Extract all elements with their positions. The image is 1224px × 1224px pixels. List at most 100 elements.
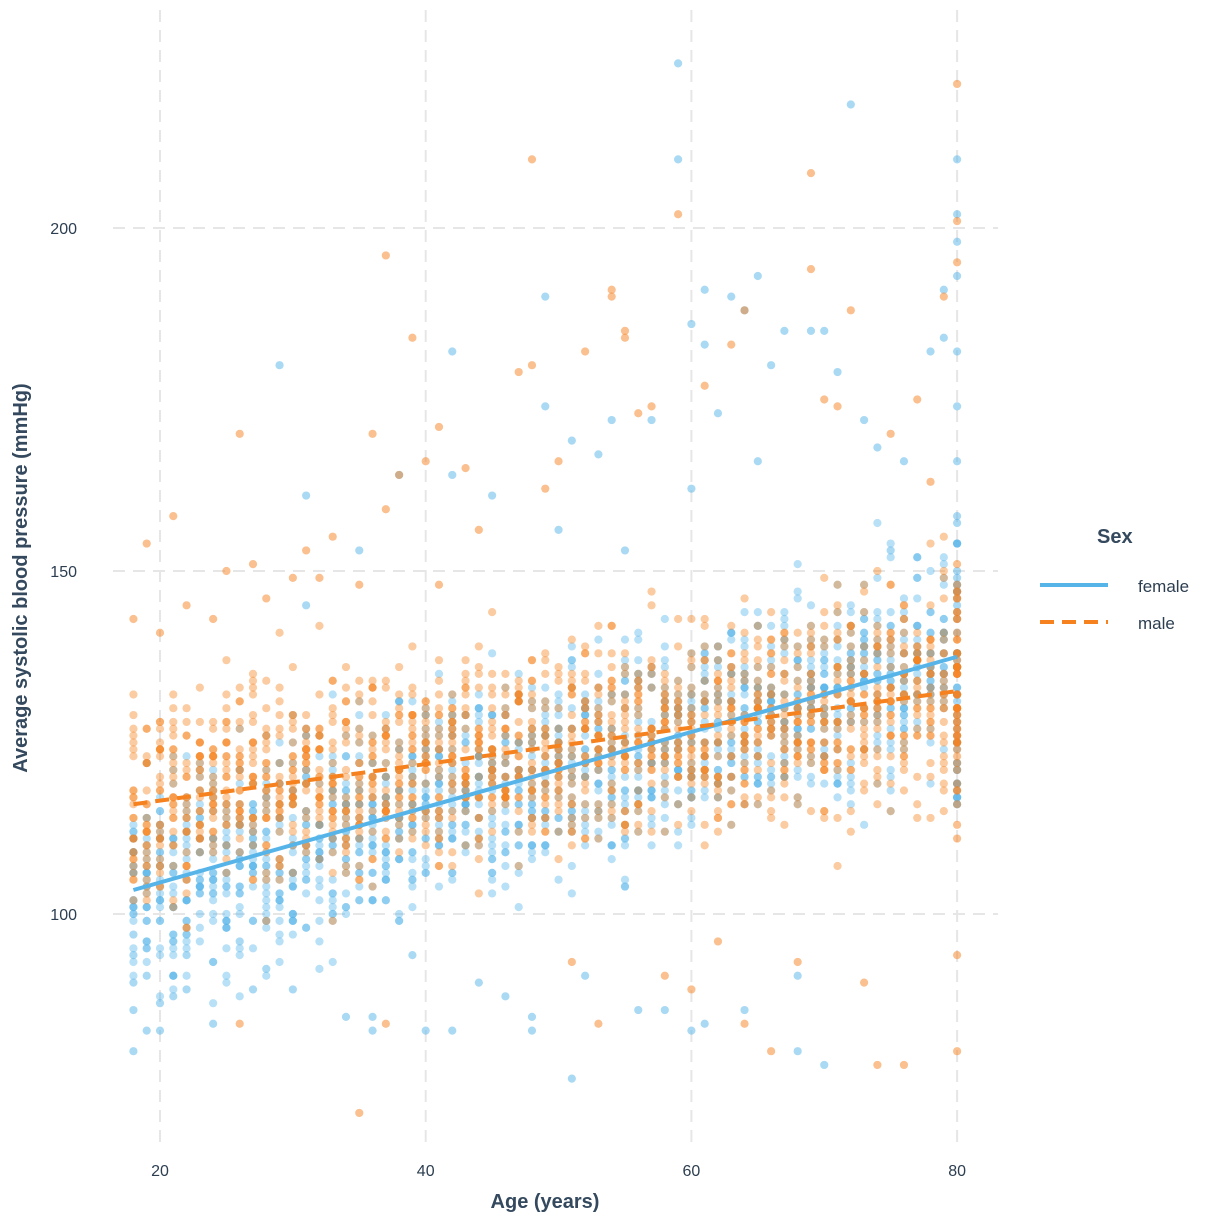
cloud-point [328,717,337,727]
cloud-point [434,731,444,740]
cloud-point [155,834,165,843]
cloud-point [833,765,842,775]
cloud-point [395,848,404,857]
cloud-point [926,738,935,747]
cloud-point [461,765,470,775]
cloud-point [541,793,550,802]
cloud-point [341,807,351,816]
cloud-point [209,957,218,967]
cloud-point [461,820,470,829]
cloud-point [209,800,218,809]
cloud-point [713,813,723,823]
cloud-point [328,813,337,823]
cloud-point [713,779,723,788]
cloud-point [501,758,510,768]
cloud-point [860,635,869,644]
cloud-point [926,539,935,548]
cloud-point [806,635,816,644]
cloud-point [341,807,351,816]
cloud-point [634,800,643,809]
cloud-point [381,758,390,768]
cloud-point [567,683,576,692]
data-point-female [302,491,311,500]
cloud-point [368,710,377,720]
cloud-point [820,683,829,692]
cloud-point [328,841,337,850]
cloud-point [780,717,789,727]
cloud-point [461,758,470,768]
cloud-point [129,848,138,857]
cloud-point [567,656,576,665]
cloud-point [660,758,669,768]
cloud-point [235,889,244,898]
cloud-point [647,683,656,692]
cloud-point [687,710,696,720]
cloud-point [926,628,935,637]
cloud-point [248,875,258,884]
cloud-point [674,710,683,720]
cloud-point [767,724,776,733]
cloud-point [527,779,537,788]
cloud-point [647,765,656,775]
cloud-point [700,841,709,850]
cloud-point [926,731,935,740]
cloud-point [753,676,762,685]
cloud-point [700,642,709,651]
cloud-point [275,861,284,871]
cloud-point [581,813,590,823]
cloud-point [793,656,802,665]
cloud-point [129,909,138,919]
cloud-point [448,717,457,727]
cloud-point [355,800,364,809]
cloud-point [939,560,948,569]
cloud-point [780,731,789,740]
cloud-point [926,779,935,788]
cloud-point [315,779,324,788]
cloud-point [939,649,948,658]
cloud-point [129,875,138,884]
cloud-point [541,800,550,809]
cloud-point [328,813,337,823]
cloud-point [846,628,855,637]
cloud-point [833,717,842,727]
cloud-point [235,800,244,809]
cloud-point [527,765,537,775]
cloud-point [713,772,723,781]
cloud-point [700,690,709,699]
cloud-point [740,662,749,672]
cloud-point [408,697,417,706]
cloud-point [913,676,922,685]
cloud-point [514,697,523,706]
cloud-point [660,752,669,761]
cloud-point [328,909,337,919]
cloud-point [222,704,231,713]
data-point-male [142,539,151,548]
cloud-point [581,704,590,713]
cloud-point [235,786,244,795]
cloud-point [860,717,869,727]
cloud-point [341,841,351,850]
cloud-point [541,813,550,823]
cloud-point [421,697,430,706]
cloud-point [899,614,909,624]
cloud-point [235,745,244,754]
cloud-point [209,875,218,884]
cloud-point [368,752,377,761]
cloud-point [899,745,909,754]
cloud-point [169,793,178,802]
cloud-point [235,724,244,733]
cloud-point [913,813,922,823]
cloud-point [541,731,550,740]
cloud-point [461,710,470,720]
cloud-point [222,868,231,877]
cloud-point [169,800,178,809]
cloud-point [713,738,723,747]
cloud-point [514,690,523,699]
cloud-point [448,848,457,857]
cloud-point [687,662,696,672]
cloud-point [315,855,324,864]
cloud-point [155,896,165,905]
cloud-point [727,738,736,747]
cloud-point [634,820,643,829]
cloud-point [368,882,377,891]
